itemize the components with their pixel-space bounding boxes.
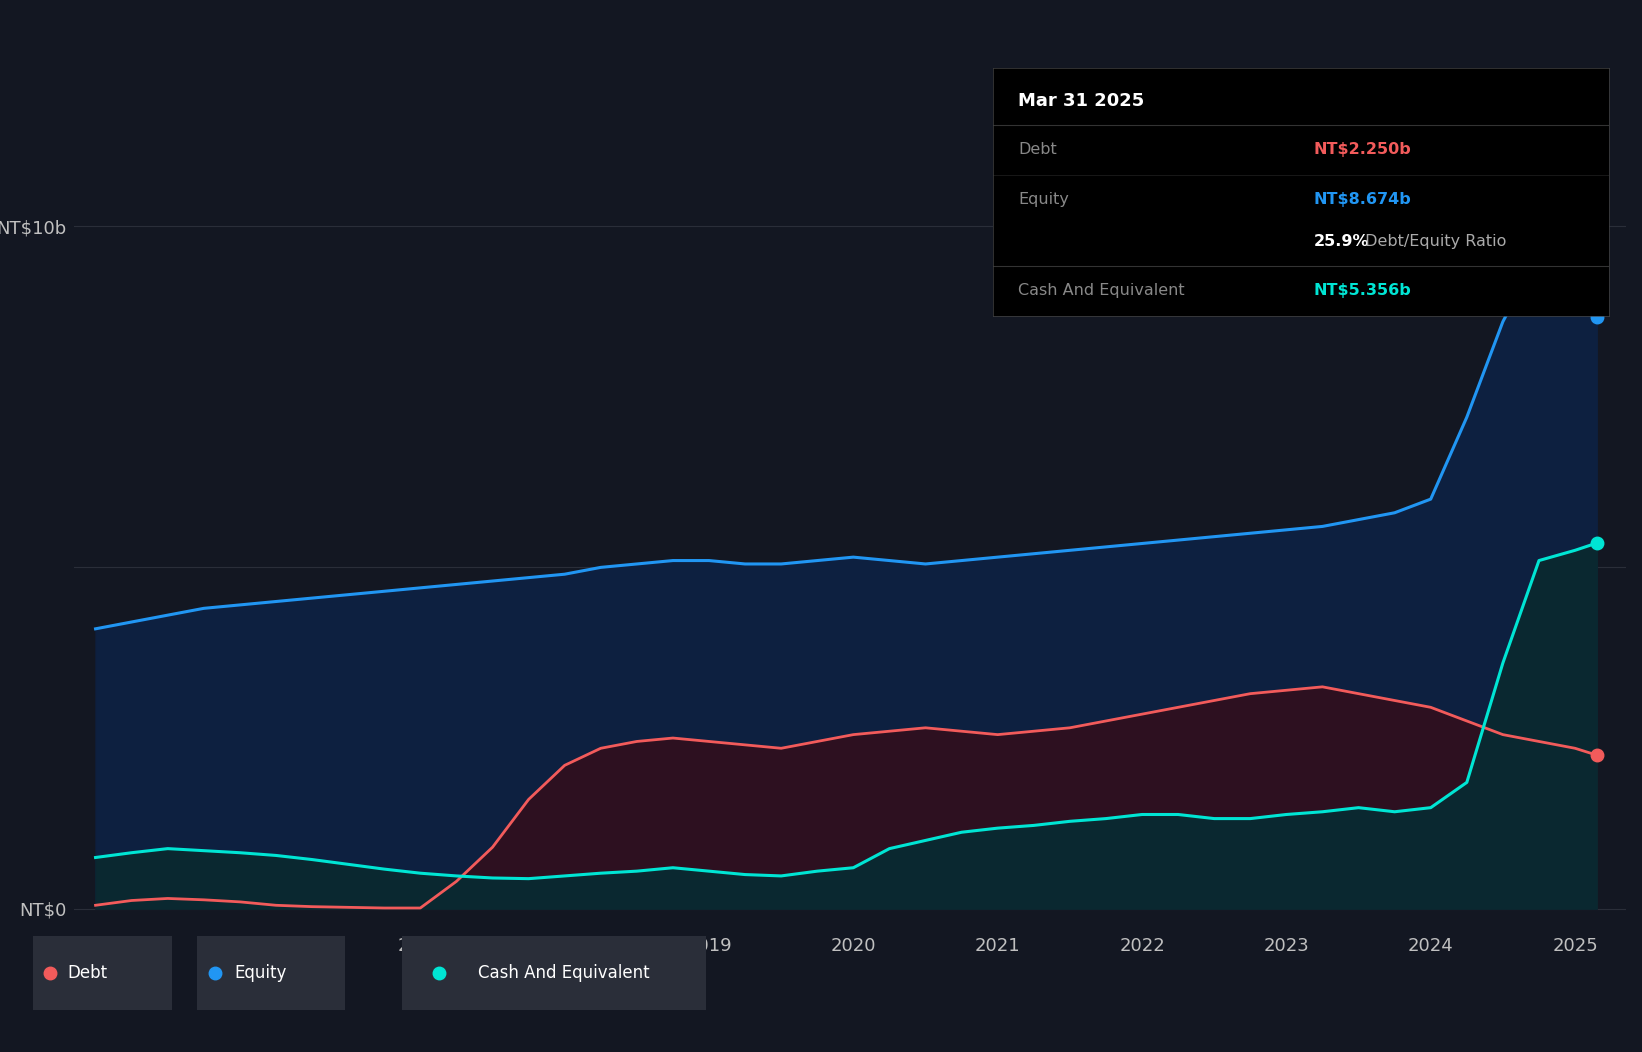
Text: 25.9%: 25.9%	[1314, 234, 1369, 249]
Text: Debt/Equity Ratio: Debt/Equity Ratio	[1360, 234, 1506, 249]
Text: Mar 31 2025: Mar 31 2025	[1018, 92, 1144, 109]
Text: Equity: Equity	[1018, 191, 1069, 207]
Text: NT$2.250b: NT$2.250b	[1314, 142, 1412, 158]
Text: Cash And Equivalent: Cash And Equivalent	[478, 964, 650, 983]
Text: Debt: Debt	[1018, 142, 1057, 158]
Text: NT$5.356b: NT$5.356b	[1314, 283, 1412, 299]
Text: Equity: Equity	[233, 964, 286, 983]
Text: Debt: Debt	[67, 964, 108, 983]
Text: NT$8.674b: NT$8.674b	[1314, 191, 1412, 207]
Text: Cash And Equivalent: Cash And Equivalent	[1018, 283, 1184, 299]
